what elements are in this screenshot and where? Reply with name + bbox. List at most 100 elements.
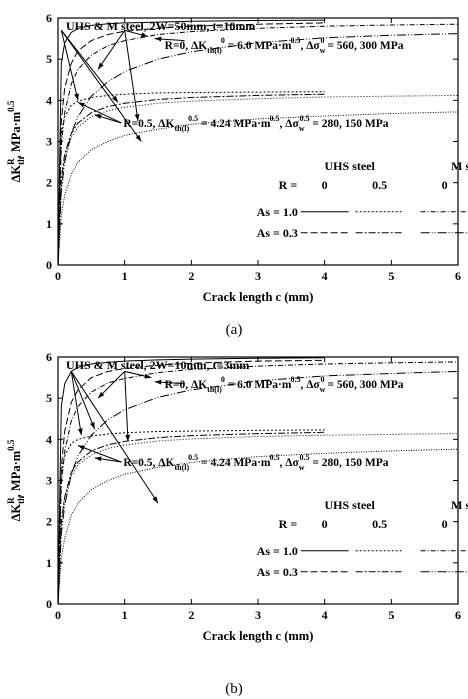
leader-arrow <box>70 371 82 436</box>
series-line-uhs-r0-as1 <box>57 19 325 266</box>
y-tick-label: 0 <box>46 597 52 611</box>
x-axis-label: Crack length c (mm) <box>203 290 314 304</box>
x-tick-label: 2 <box>188 608 194 622</box>
leader-arrow <box>60 30 142 142</box>
leader-arrow <box>70 371 159 504</box>
annotation-r0: R=0, ΔKth(l)0 = 6.0 MPa·m0.5, Δσw0 = 560… <box>165 375 404 394</box>
leader-arrow <box>70 371 96 430</box>
leader-arrowhead <box>112 95 118 103</box>
y-tick-label: 6 <box>46 350 52 364</box>
leader-arrowhead <box>74 93 79 101</box>
leader-arrowhead <box>144 373 152 379</box>
leader-arrow <box>124 371 129 442</box>
y-tick-label: 3 <box>46 474 52 488</box>
y-axis-label: ΔKthR, MPa·m0.5 <box>6 100 26 182</box>
series-line-m-r05-as03 <box>57 111 459 266</box>
series-line-uhs-r0-as1 <box>57 357 325 605</box>
x-tick-label: 4 <box>322 269 328 283</box>
annotation-r0: R=0, ΔKth(l)0 = 6.0 MPa·m0.5, Δσw0 = 560… <box>165 36 404 55</box>
legend-r-value: 0.5 <box>372 178 387 192</box>
series-line-uhs-r05-as03 <box>57 431 325 605</box>
series-line-uhs-r0-as03 <box>57 359 325 605</box>
series-line-m-r05-as03 <box>57 448 459 605</box>
annotation-r05: R=0.5, ΔKth(l)0.5 = 4.24 MPa·m0.5, Δσw0.… <box>123 114 388 133</box>
leader-arrow <box>124 30 139 121</box>
x-tick-label: 5 <box>388 608 394 622</box>
leader-arrowhead <box>94 114 102 119</box>
legend-header-uhs: UHS steel <box>325 159 376 173</box>
annotation-r05: R=0.5, ΔKth(l)0.5 = 4.24 MPa·m0.5, Δσw0.… <box>123 453 388 472</box>
y-tick-label: 4 <box>46 93 52 107</box>
legend-row-label: As = 1.0 <box>257 544 298 558</box>
legend-r-value: 0.5 <box>372 517 387 531</box>
y-tick-label: 1 <box>46 556 52 570</box>
x-tick-label: 3 <box>255 608 261 622</box>
legend-r-value: 0 <box>322 178 328 192</box>
y-tick-label: 4 <box>46 432 52 446</box>
leader-arrowhead <box>77 428 83 436</box>
panel-label: (b) <box>225 681 243 697</box>
leader-arrowhead <box>135 134 142 142</box>
leader-arrowhead <box>78 445 85 451</box>
x-tick-label: 0 <box>55 269 61 283</box>
x-tick-label: 2 <box>188 269 194 283</box>
x-axis-label: Crack length c (mm) <box>203 629 314 643</box>
leader-arrow <box>77 445 122 463</box>
legend-r-value: 0 <box>442 517 448 531</box>
y-tick-label: 3 <box>46 135 52 149</box>
leader-arrowhead <box>154 36 162 42</box>
x-tick-label: 0 <box>55 608 61 622</box>
y-tick-label: 2 <box>46 176 52 190</box>
leader-arrowhead <box>152 496 158 504</box>
leader-arrowhead <box>78 102 85 108</box>
legend-row-label: As = 0.3 <box>257 565 298 579</box>
y-tick-label: 2 <box>46 515 52 529</box>
legend-header-m: M steel <box>451 159 468 173</box>
legend-r-label: R = <box>279 517 298 531</box>
x-tick-label: 6 <box>455 269 461 283</box>
panel-label: (a) <box>226 322 243 338</box>
y-tick-label: 5 <box>46 52 52 66</box>
leader-arrowhead <box>94 456 102 462</box>
series-line-m-r0-as1 <box>57 361 459 605</box>
x-tick-label: 1 <box>122 608 128 622</box>
y-tick-label: 6 <box>46 11 52 25</box>
legend-header-m: M steel <box>451 498 468 512</box>
y-tick-label: 5 <box>46 391 52 405</box>
leader-arrow <box>77 101 122 124</box>
leader-arrowhead <box>134 114 140 121</box>
leader-arrowhead <box>98 391 105 399</box>
series-line-m-r0-as03 <box>57 370 459 605</box>
series-line-uhs-r0-as03 <box>57 22 325 266</box>
x-tick-label: 5 <box>388 269 394 283</box>
legend-r-value: 0 <box>442 178 448 192</box>
series-line-m-r0-as1 <box>57 23 459 266</box>
leader-arrow <box>60 30 119 103</box>
x-tick-label: 4 <box>322 608 328 622</box>
series-line-m-r0-as03 <box>57 33 459 266</box>
leader-arrowhead <box>98 62 104 70</box>
leader-arrowhead <box>125 434 131 442</box>
legend-row-label: As = 0.3 <box>257 226 298 240</box>
chart-panel-a: 0 1 2 3 4 5 6 0 1 2 3 4 5 6 Crack length c (mm) ΔKthR, … <box>6 11 468 338</box>
chart-title: UHS & M steel, 2W=50mm, t=10mm <box>66 19 255 33</box>
leader-arrow <box>97 30 126 70</box>
y-tick-label: 1 <box>46 217 52 231</box>
leader-arrow <box>60 30 79 101</box>
series-line-uhs-r05-as1 <box>57 429 325 605</box>
series-line-uhs-r05-as03 <box>57 93 325 266</box>
x-tick-label: 6 <box>455 608 461 622</box>
chart-panel-b: 0 1 2 3 4 5 6 0 1 2 3 4 5 6 Crack length c (mm) ΔKthR, … <box>6 350 468 697</box>
legend-row-label: As = 1.0 <box>257 205 298 219</box>
legend-r-label: R = <box>279 178 298 192</box>
legend-r-value: 0 <box>322 517 328 531</box>
x-tick-label: 1 <box>122 269 128 283</box>
leader-arrowhead <box>141 32 148 38</box>
series-line-uhs-r05-as1 <box>57 91 325 266</box>
leader-arrowhead <box>89 422 95 430</box>
legend-header-uhs: UHS steel <box>325 498 376 512</box>
y-axis-label: ΔKthR, MPa·m0.5 <box>6 439 26 521</box>
